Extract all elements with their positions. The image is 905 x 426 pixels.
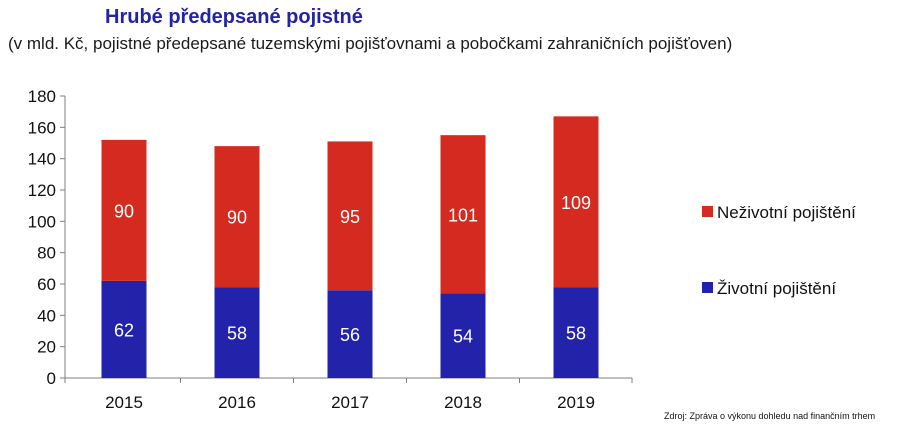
x-tick-label: 2017 [331, 393, 369, 412]
legend-item-nezivotni-label: Neživotní pojištění [717, 203, 856, 222]
bar-segment-zivotni [214, 287, 260, 378]
y-tick-label: 100 [28, 212, 56, 231]
data-label: 109 [561, 193, 591, 213]
bar-segment-nezivotni [214, 146, 260, 288]
bar-segment-zivotni [101, 280, 147, 378]
data-label: 58 [227, 324, 247, 344]
bar-segment-zivotni [440, 293, 486, 378]
bar-segment-zivotni [553, 287, 599, 378]
source-note: Zdroj: Zpráva o výkonu dohledu nad finan… [664, 411, 876, 421]
bar-segment-nezivotni [101, 139, 147, 281]
chart-title: Hrubé předepsané pojistné [105, 6, 363, 28]
x-tick-label: 2016 [218, 393, 256, 412]
y-tick-label: 0 [47, 369, 56, 388]
x-tick-label: 2019 [557, 393, 595, 412]
y-tick-label: 180 [28, 87, 56, 106]
data-label: 95 [340, 207, 360, 227]
legend-item-zivotni-swatch [702, 282, 713, 293]
y-tick-label: 140 [28, 150, 56, 169]
data-label: 101 [448, 205, 478, 225]
bar-segment-zivotni [327, 290, 373, 378]
legend-item-zivotni-label: Životní pojištění [717, 279, 836, 298]
bar-segment-nezivotni [553, 116, 599, 288]
x-tick-label: 2018 [444, 393, 482, 412]
y-tick-label: 60 [37, 275, 56, 294]
chart-subtitle: (v mld. Kč, pojistné předepsané tuzemský… [8, 34, 733, 53]
bar-segment-nezivotni [440, 135, 486, 294]
y-tick-label: 40 [37, 306, 56, 325]
data-label: 56 [340, 325, 360, 345]
data-label: 90 [114, 201, 134, 221]
data-label: 54 [453, 327, 473, 347]
data-label: 90 [227, 208, 247, 228]
y-tick-label: 20 [37, 338, 56, 357]
x-tick-label: 2015 [105, 393, 143, 412]
legend-item-nezivotni-swatch [702, 206, 713, 217]
data-label: 62 [114, 320, 134, 340]
y-tick-label: 120 [28, 181, 56, 200]
y-tick-label: 160 [28, 118, 56, 137]
bar-segment-nezivotni [327, 141, 373, 291]
y-tick-label: 80 [37, 244, 56, 263]
data-label: 58 [566, 324, 586, 344]
